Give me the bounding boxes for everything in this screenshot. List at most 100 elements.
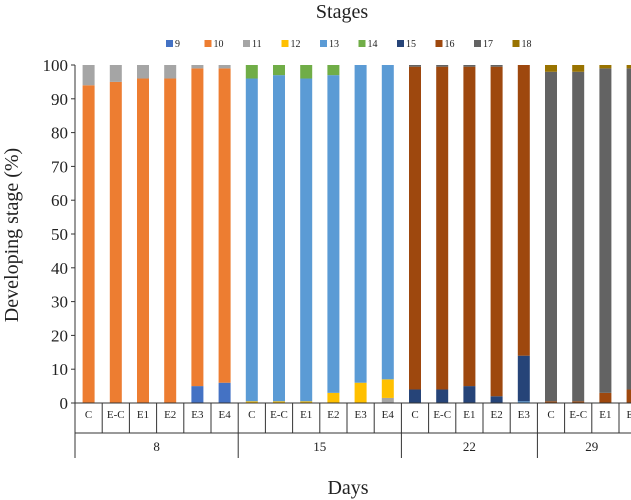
- x-category-label: E3: [191, 409, 204, 421]
- bar-segment-day15-E2-stage-12: [327, 392, 340, 403]
- bar-segment-day15-E-C-stage-14: [273, 65, 285, 76]
- y-tick-label: 20: [51, 326, 68, 345]
- y-tick-label: 60: [51, 191, 68, 210]
- x-category-label: E1: [300, 409, 312, 421]
- bar-segment-day22-C-stage-15: [409, 389, 421, 403]
- bar-segment-day29-E1-stage-18: [599, 65, 612, 69]
- legend-swatch-stage-10: [204, 40, 212, 47]
- legend-label-stage-12: 12: [291, 39, 301, 50]
- bar-segment-day8-E-C-stage-11: [109, 65, 122, 82]
- y-tick-label: 70: [51, 157, 68, 176]
- legend-label-stage-14: 14: [368, 39, 378, 50]
- bar-segment-day29-C-stage-16: [545, 401, 557, 403]
- y-tick-label: 0: [60, 394, 69, 413]
- bar-segment-day15-E2-stage-13: [327, 75, 340, 393]
- legend-swatch-stage-16: [435, 40, 443, 47]
- legend-swatch-stage-13: [320, 40, 327, 47]
- bar-segment-day8-E4-stage-9: [218, 382, 231, 403]
- bar-segment-day29-E-C-stage-18: [572, 65, 585, 72]
- x-axis-title: Days: [327, 477, 368, 499]
- legend-swatch-stage-14: [358, 40, 366, 47]
- y-tick-label: 50: [51, 225, 68, 244]
- x-category-label: C: [85, 409, 92, 421]
- bar-segment-day15-E-C-stage-13: [273, 75, 285, 402]
- bar-segment-day8-E-C-stage-10: [109, 81, 122, 404]
- bar-segment-day29-E2-stage-18: [626, 65, 631, 69]
- bar-segment-day15-E1-stage-13: [300, 78, 313, 402]
- x-category-label: E4: [382, 409, 395, 421]
- bar-segment-day22-E3-stage-13: [517, 401, 530, 403]
- x-category-label: C: [411, 409, 418, 421]
- x-category-label: E-C: [270, 409, 288, 421]
- bar-segment-day22-E1-stage-16: [463, 66, 476, 387]
- x-category-label: E1: [137, 409, 149, 421]
- y-tick-label: 30: [51, 293, 68, 312]
- legend: 9 10 11 12 13 14 15 16 17 18: [166, 39, 532, 50]
- bar-segment-day8-C-stage-11: [82, 65, 95, 86]
- y-tick-label: 100: [43, 56, 69, 75]
- bar-segment-day29-C-stage-17: [545, 71, 557, 402]
- bar-segment-day22-E2-stage-15: [490, 396, 503, 403]
- legend-label-stage-9: 9: [175, 39, 180, 50]
- bar-segment-day8-C-stage-10: [82, 85, 95, 403]
- x-category-label: E3: [354, 409, 367, 421]
- legend-swatch-stage-11: [243, 40, 250, 47]
- y-axis-title: Developing stage (%): [1, 148, 23, 322]
- y-tick-label: 10: [51, 360, 68, 379]
- x-category-label: E2: [327, 409, 339, 421]
- x-group-label-day-29: 29: [585, 439, 598, 454]
- bar-segment-day22-E1-stage-15: [463, 386, 476, 403]
- y-axis: 0 10 20 30 40 50 60 70 80 90 100: [43, 56, 76, 413]
- x-category-label: E1: [463, 409, 475, 421]
- x-category-label: E3: [518, 409, 531, 421]
- bar-segment-day22-E2-stage-16: [490, 66, 503, 397]
- bar-segment-day8-E3-stage-9: [191, 386, 204, 403]
- bar-segment-day8-E1-stage-11: [137, 65, 149, 79]
- bar-segment-day15-E-C-stage-12: [273, 401, 285, 403]
- x-category-label: C: [248, 409, 255, 421]
- x-category-label: E2: [490, 409, 502, 421]
- bar-segment-day22-C-stage-16: [409, 66, 421, 390]
- bar-segment-day15-E2-stage-14: [327, 65, 340, 76]
- x-group-label-day-15: 15: [313, 439, 326, 454]
- legend-label-stage-15: 15: [406, 39, 416, 50]
- x-group-label-day-8: 8: [153, 439, 160, 454]
- bar-segment-day22-E1-stage-17: [463, 65, 476, 67]
- bar-segment-day15-E4-stage-13: [381, 65, 394, 380]
- legend-label-stage-16: 16: [445, 39, 455, 50]
- chart-title: Stages: [316, 1, 368, 23]
- legend-label-stage-10: 10: [214, 39, 224, 50]
- legend-swatch-stage-9: [166, 40, 173, 47]
- bar-segment-day22-E3-stage-15: [517, 355, 530, 402]
- bar-segment-day29-E2-stage-16: [626, 389, 631, 403]
- bar-segment-day15-C-stage-13: [245, 78, 258, 402]
- bar-segment-day8-E4-stage-10: [218, 68, 231, 383]
- bar-segment-day15-E1-stage-14: [300, 65, 313, 79]
- bar-segment-day15-C-stage-14: [245, 65, 258, 79]
- x-category-label: E-C: [569, 409, 587, 421]
- bar-segment-day29-E-C-stage-16: [572, 401, 585, 403]
- bar-segment-day22-E-C-stage-15: [436, 389, 449, 403]
- bars: [82, 65, 631, 404]
- legend-label-stage-11: 11: [252, 39, 262, 50]
- x-category-label: C: [547, 409, 554, 421]
- x-category-label: E2: [626, 409, 631, 421]
- bar-segment-day8-E2-stage-11: [164, 65, 177, 79]
- bar-segment-day22-E2-stage-17: [490, 65, 503, 67]
- x-axis: C E-C E1 E2 E3 E4 C E-C E1 E2 E3 E4 C E-C E1 E2 E3 C E-C E1…: [74, 402, 631, 458]
- bar-segment-day22-E-C-stage-16: [436, 66, 449, 390]
- legend-label-stage-17: 17: [483, 39, 493, 50]
- x-category-label: E2: [164, 409, 176, 421]
- bar-segment-day22-E3-stage-16: [517, 65, 530, 356]
- y-tick-label: 40: [51, 259, 68, 278]
- legend-label-stage-13: 13: [329, 39, 339, 50]
- bar-segment-day8-E3-stage-10: [191, 68, 204, 387]
- bar-segment-day8-E3-stage-11: [191, 65, 204, 69]
- x-category-label: E4: [218, 409, 231, 421]
- bar-segment-day29-E2-stage-17: [626, 68, 631, 390]
- legend-swatch-stage-12: [281, 40, 289, 47]
- bar-segment-day8-E2-stage-10: [164, 78, 177, 404]
- legend-swatch-stage-15: [397, 40, 404, 47]
- bar-segment-day29-E-C-stage-17: [572, 71, 585, 402]
- bar-segment-day15-E3-stage-13: [354, 65, 367, 383]
